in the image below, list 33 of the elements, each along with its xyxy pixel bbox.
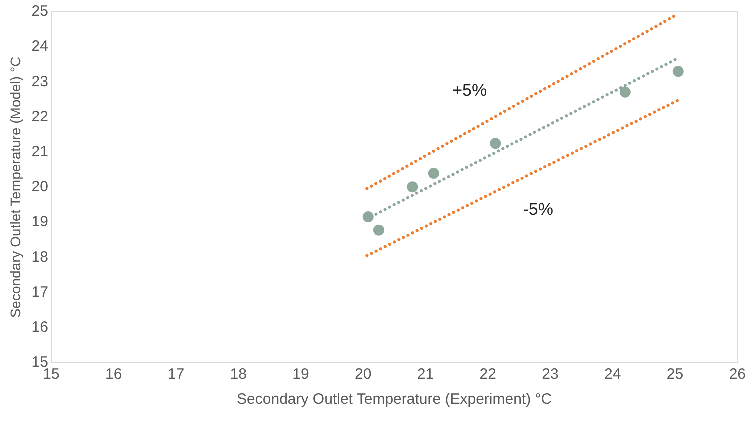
y-tick-label: 23 (32, 73, 48, 90)
x-tick-label: 17 (168, 366, 185, 384)
point (672, 66, 684, 78)
x-tick-label: 23 (542, 366, 559, 384)
point (407, 182, 418, 193)
x-axis-title: Secondary Outlet Temperature (Experiment) °C (237, 391, 552, 408)
x-tick-label: 25 (666, 366, 684, 384)
x-tick-label: 19 (292, 366, 310, 384)
x-tick-label: 20 (355, 366, 372, 384)
y-tick-label: 22 (32, 108, 48, 126)
y-tick-label: 21 (32, 144, 48, 161)
y-axis-title: Secondary Outlet Temperature (Model) °C (7, 56, 24, 318)
x-tick-label: 15 (43, 366, 60, 384)
point (620, 86, 631, 98)
point (428, 168, 440, 179)
x-tick-label: 26 (729, 366, 746, 384)
y-tick-label: 20 (32, 178, 48, 196)
x-tick-label: 24 (604, 366, 622, 384)
y-tick-label: 19 (32, 214, 48, 231)
series-label: +5% (452, 80, 488, 100)
x-tick-label: 22 (480, 366, 496, 384)
x-tick-label: 18 (230, 366, 247, 384)
y-tick-label: 16 (32, 319, 48, 336)
y-tick-label: 25 (32, 3, 48, 20)
x-tick-label: 21 (417, 366, 434, 384)
y-tick-label: 24 (32, 38, 48, 56)
point (373, 224, 384, 236)
y-tick-label: 18 (32, 248, 48, 266)
y-tick-label: 17 (32, 284, 48, 301)
point (490, 138, 502, 150)
point (362, 211, 374, 222)
series-label: -5% (523, 200, 554, 220)
x-tick-label: 16 (106, 366, 122, 384)
